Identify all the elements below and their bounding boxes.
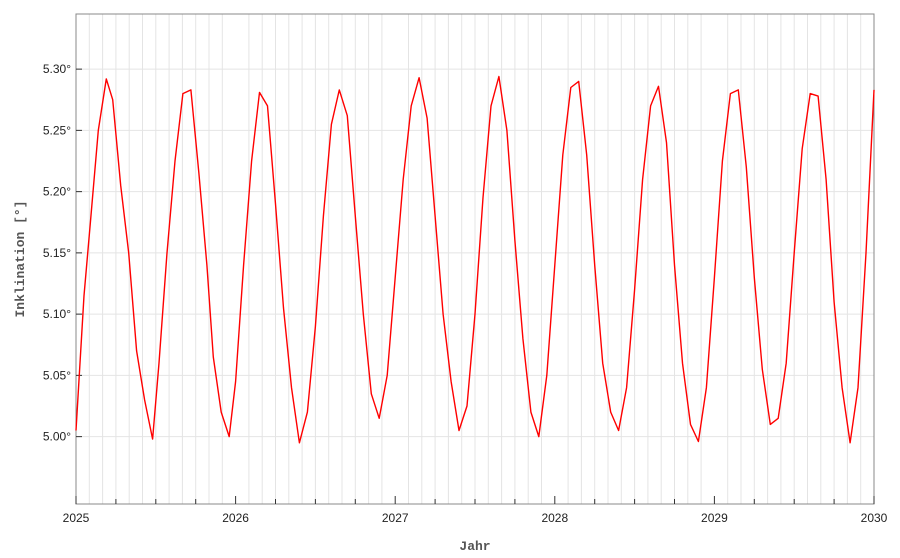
ticks: [75, 68, 875, 504]
grid: [76, 14, 874, 504]
y-tick-label: 5.20°: [43, 185, 71, 199]
x-tick-label: 2027: [382, 511, 409, 525]
series-layer: [75, 75, 875, 444]
x-tick-label: 2025: [63, 511, 90, 525]
x-tick-label: 2030: [861, 511, 888, 525]
y-tick-label: 5.30°: [43, 62, 71, 76]
x-tick-label: 2029: [701, 511, 728, 525]
y-tick-label: 5.15°: [43, 246, 71, 260]
x-tick-label: 2028: [541, 511, 568, 525]
y-tick-label: 5.25°: [43, 123, 71, 137]
x-tick-label: 2026: [222, 511, 249, 525]
x-axis-title: Jahr: [459, 539, 490, 554]
tick-labels: 2025 2026 2027 2028 2029 2030 5.00° 5.05° 5.10° 5…: [43, 62, 888, 525]
y-tick-label: 5.10°: [43, 307, 71, 321]
y-tick-label: 5.05°: [43, 368, 71, 382]
y-tick-label: 5.00°: [43, 430, 71, 444]
y-axis-title: Inklination [°]: [13, 200, 28, 317]
series-line: [75, 75, 875, 444]
